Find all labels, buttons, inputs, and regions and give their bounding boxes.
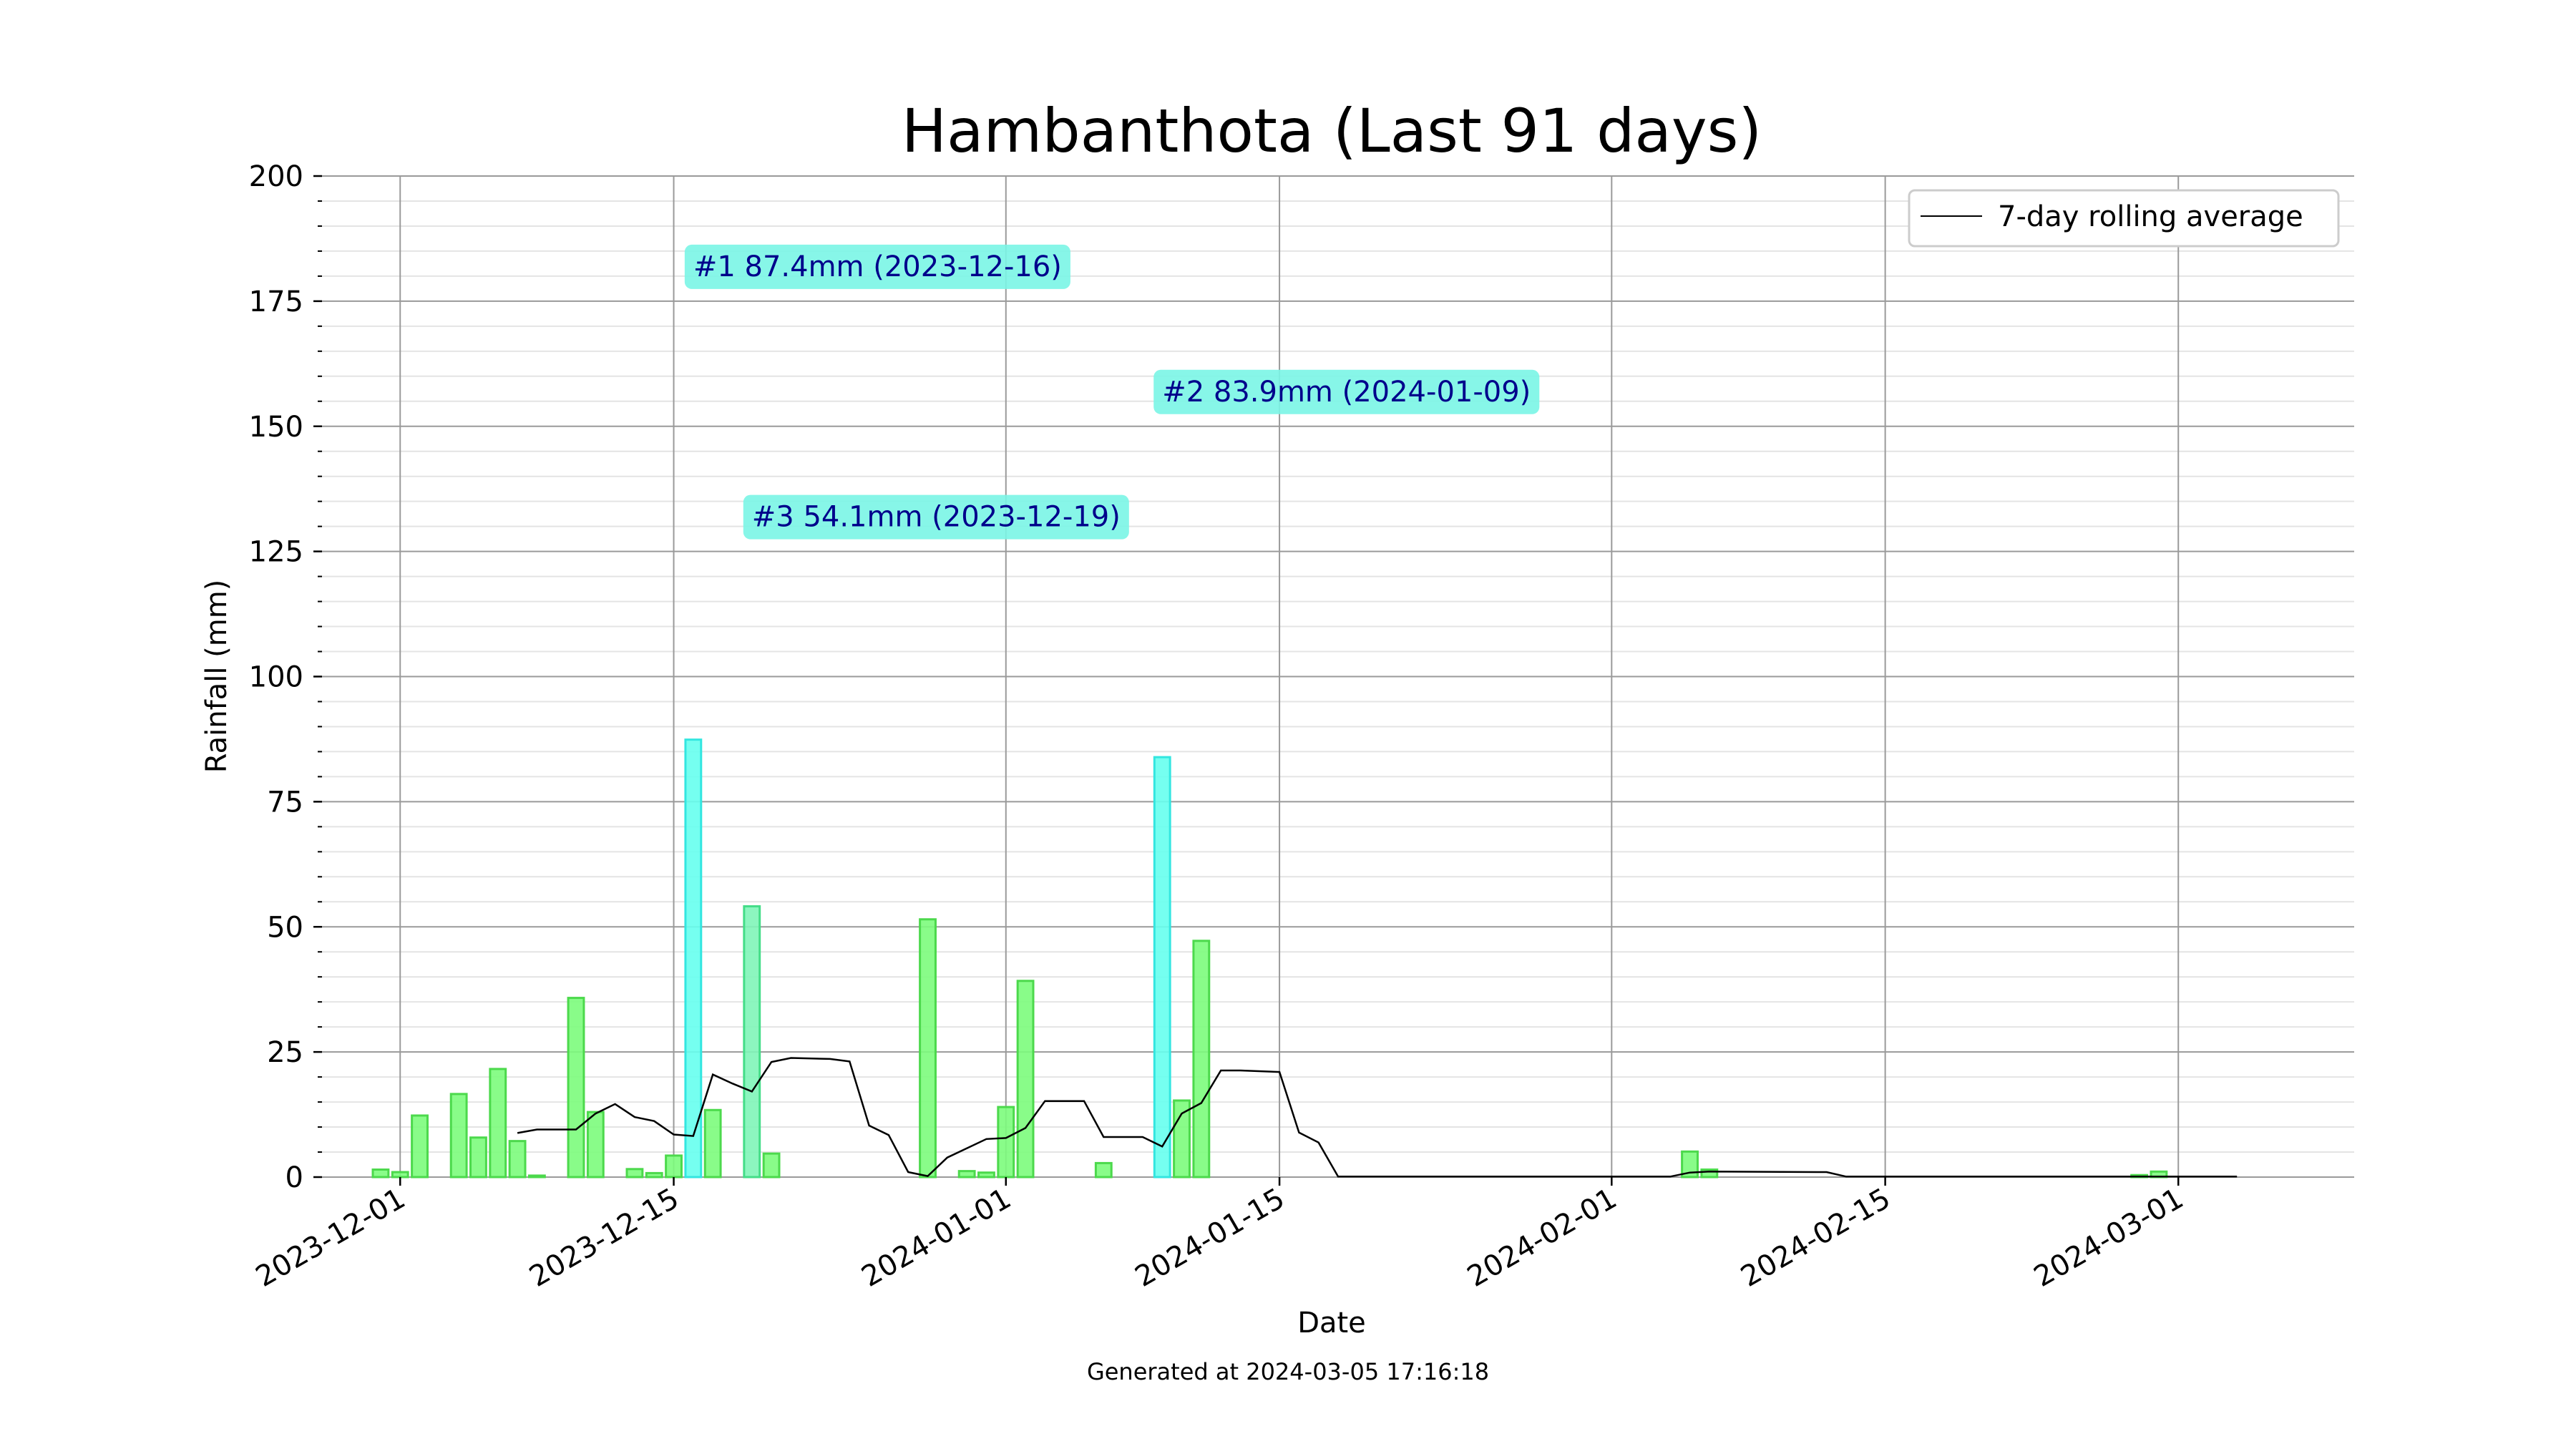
rainfall-bar [1700, 1169, 1719, 1179]
rainfall-bar [684, 738, 703, 1179]
x-axis: 2023-12-01 2023-12-15 2024-01-01 2024-01-15… [250, 1177, 2189, 1294]
chart-title: Hambanthota (Last 91 days) [902, 96, 1762, 166]
y-tick-label: 200 [249, 160, 303, 193]
y-tick-label: 150 [249, 411, 303, 444]
y-tick-label: 50 [267, 911, 303, 944]
y-axis: 0 25 50 75 100 125 150 175 200 [249, 160, 322, 1194]
rainfall-bar [508, 1140, 527, 1179]
rainfall-bar [743, 905, 761, 1179]
rainfall-bar [449, 1093, 468, 1179]
x-tick-label: 2023-12-15 [524, 1182, 684, 1294]
rainfall-bar [665, 1154, 683, 1179]
y-tick-label: 100 [249, 661, 303, 694]
rainfall-bar [371, 1169, 390, 1179]
rainfall-bar [762, 1152, 781, 1179]
rainfall-bar [645, 1171, 663, 1179]
rainfall-bar [567, 997, 585, 1179]
rainfall-bar [391, 1171, 409, 1179]
rolling-average-polyline [517, 1057, 2238, 1178]
annotation-box [684, 244, 1070, 289]
legend: 7-day rolling average [1908, 189, 2340, 248]
rainfall-bar [997, 1106, 1015, 1179]
rainfall-bar [625, 1168, 644, 1179]
annotation: #2 83.9mm (2024-01-09) [1153, 369, 1540, 414]
legend-box [1908, 189, 2340, 248]
rainfall-bar [527, 1174, 546, 1179]
rainfall-bar [703, 1108, 722, 1179]
annotations: #1 87.4mm (2023-12-16) #2 83.9mm (2024-01… [684, 244, 1540, 540]
rainfall-bar [1094, 1161, 1113, 1179]
annotation-label: #2 83.9mm (2024-01-09) [1162, 376, 1531, 409]
y-tick-label: 0 [286, 1161, 303, 1194]
rainfall-bar [977, 1171, 995, 1179]
annotation-box [743, 494, 1129, 540]
rainfall-bar [1016, 980, 1035, 1179]
annotation-label: #3 54.1mm (2023-12-19) [752, 501, 1121, 534]
rainfall-bar [957, 1170, 976, 1179]
rainfall-bar [1192, 940, 1211, 1179]
x-tick-label: 2024-02-01 [1462, 1182, 1622, 1294]
rolling-average-line [517, 1057, 2238, 1178]
bar-series [371, 738, 2168, 1179]
y-tick-label: 75 [267, 786, 303, 819]
annotation-box [1153, 369, 1540, 414]
generated-timestamp: Generated at 2024-03-05 17:16:18 [1086, 1358, 1490, 1385]
rainfall-bar [1173, 1099, 1191, 1179]
annotation-label: #1 87.4mm (2023-12-16) [693, 250, 1062, 283]
annotation: #1 87.4mm (2023-12-16) [684, 244, 1070, 289]
x-tick-label: 2023-12-01 [250, 1182, 411, 1294]
rainfall-bar [489, 1068, 507, 1179]
x-tick-label: 2024-01-01 [856, 1182, 1016, 1294]
y-tick-label: 125 [249, 536, 303, 569]
rainfall-bar [1153, 756, 1171, 1179]
rainfall-bar [919, 918, 937, 1179]
y-axis-label: Rainfall (mm) [200, 580, 233, 774]
x-tick-label: 2024-01-15 [1130, 1182, 1290, 1294]
annotation: #3 54.1mm (2023-12-19) [743, 494, 1129, 540]
rainfall-bar [1681, 1150, 1699, 1179]
x-tick-label: 2024-02-15 [1735, 1182, 1896, 1294]
x-axis-label: Date [1297, 1307, 1366, 1340]
legend-label: 7-day rolling average [1998, 200, 2303, 233]
rainfall-bar [469, 1136, 487, 1179]
rainfall-bar [411, 1114, 429, 1179]
rainfall-bar [586, 1111, 605, 1179]
y-tick-label: 175 [249, 286, 303, 318]
y-tick-label: 25 [267, 1036, 303, 1069]
x-tick-label: 2024-03-01 [2029, 1182, 2189, 1294]
